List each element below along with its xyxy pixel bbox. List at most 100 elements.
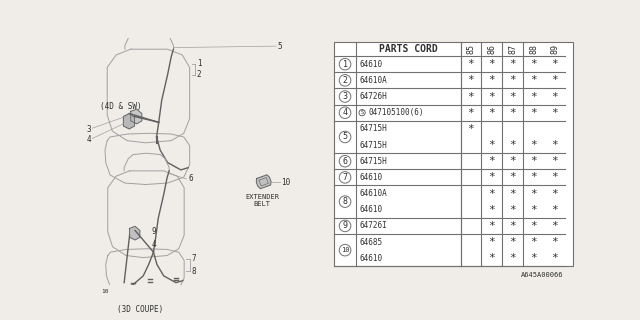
Text: (4D & SW): (4D & SW) <box>100 102 142 111</box>
Text: *: * <box>531 156 537 166</box>
Text: 64726H: 64726H <box>359 92 387 101</box>
Text: *: * <box>531 237 537 247</box>
Text: 64610: 64610 <box>359 254 382 263</box>
Text: 5: 5 <box>342 132 348 141</box>
Text: *: * <box>488 76 495 85</box>
Text: 64610A: 64610A <box>359 189 387 198</box>
Text: *: * <box>551 108 558 118</box>
Text: (3D COUPE): (3D COUPE) <box>116 305 163 314</box>
Text: 64715H: 64715H <box>359 157 387 166</box>
Text: 2: 2 <box>196 70 201 79</box>
Circle shape <box>339 220 351 232</box>
Text: *: * <box>509 108 516 118</box>
Text: 7: 7 <box>191 254 196 263</box>
Text: 2: 2 <box>342 76 348 85</box>
Text: *: * <box>468 108 474 118</box>
Text: 4: 4 <box>86 135 91 144</box>
Text: *: * <box>531 92 537 101</box>
Text: *: * <box>509 156 516 166</box>
Text: 3: 3 <box>86 125 91 134</box>
Text: 64610: 64610 <box>359 60 382 69</box>
Text: 4: 4 <box>152 240 156 249</box>
Text: *: * <box>488 59 495 69</box>
Text: *: * <box>468 124 474 134</box>
Text: *: * <box>531 205 537 215</box>
Text: 7: 7 <box>342 173 348 182</box>
Text: *: * <box>551 205 558 215</box>
Text: *: * <box>509 205 516 215</box>
Text: 64610: 64610 <box>359 205 382 214</box>
Text: 9: 9 <box>342 221 348 230</box>
Text: *: * <box>531 140 537 150</box>
Circle shape <box>339 156 351 167</box>
Polygon shape <box>131 109 142 124</box>
Bar <box>334 42 573 266</box>
Text: 64715H: 64715H <box>359 124 387 133</box>
Text: A645A00066: A645A00066 <box>521 273 564 278</box>
Text: 64726I: 64726I <box>359 221 387 230</box>
Text: S: S <box>360 110 364 115</box>
Text: *: * <box>509 76 516 85</box>
Bar <box>334 42 573 266</box>
Circle shape <box>339 244 351 256</box>
Text: *: * <box>488 253 495 263</box>
Text: *: * <box>488 205 495 215</box>
Text: *: * <box>468 76 474 85</box>
Text: 9: 9 <box>152 227 156 236</box>
Text: 64610A: 64610A <box>359 76 387 85</box>
Polygon shape <box>124 114 134 129</box>
Text: *: * <box>509 59 516 69</box>
Text: *: * <box>551 92 558 101</box>
Text: 87: 87 <box>508 44 517 54</box>
Text: *: * <box>531 172 537 182</box>
Text: *: * <box>509 253 516 263</box>
Circle shape <box>339 75 351 86</box>
Text: *: * <box>488 92 495 101</box>
Polygon shape <box>256 175 271 189</box>
Text: *: * <box>488 172 495 182</box>
Text: 5: 5 <box>278 42 282 51</box>
Circle shape <box>339 131 351 143</box>
Text: 10: 10 <box>101 289 108 294</box>
Text: *: * <box>551 59 558 69</box>
Text: 4: 4 <box>342 108 348 117</box>
Text: 047105100(6): 047105100(6) <box>368 108 424 117</box>
Text: *: * <box>551 221 558 231</box>
Text: 10: 10 <box>341 247 349 253</box>
Text: *: * <box>488 188 495 198</box>
Text: *: * <box>468 92 474 101</box>
Text: *: * <box>531 253 537 263</box>
Text: 88: 88 <box>529 44 538 54</box>
Text: *: * <box>488 140 495 150</box>
Text: 86: 86 <box>488 44 497 54</box>
Text: 85: 85 <box>467 44 476 54</box>
Text: 64685: 64685 <box>359 237 382 247</box>
Text: EXTENDER
BELT: EXTENDER BELT <box>245 194 279 207</box>
Polygon shape <box>129 227 140 240</box>
Text: *: * <box>531 221 537 231</box>
Text: *: * <box>488 221 495 231</box>
Text: *: * <box>488 156 495 166</box>
Text: *: * <box>551 172 558 182</box>
Text: *: * <box>509 221 516 231</box>
Text: PARTS CORD: PARTS CORD <box>379 44 438 54</box>
Text: 64715H: 64715H <box>359 140 387 149</box>
Circle shape <box>339 172 351 183</box>
Text: 6: 6 <box>342 157 348 166</box>
Text: *: * <box>531 76 537 85</box>
Text: 64610: 64610 <box>359 173 382 182</box>
Text: *: * <box>551 237 558 247</box>
Text: 1: 1 <box>196 59 201 68</box>
Text: *: * <box>531 108 537 118</box>
Text: 10: 10 <box>281 178 290 187</box>
Text: *: * <box>488 108 495 118</box>
Text: *: * <box>509 188 516 198</box>
Text: *: * <box>551 140 558 150</box>
Text: *: * <box>488 237 495 247</box>
Text: 3: 3 <box>342 92 348 101</box>
Text: *: * <box>551 253 558 263</box>
Text: 6: 6 <box>188 174 193 183</box>
Text: *: * <box>468 59 474 69</box>
Text: 8: 8 <box>342 197 348 206</box>
Circle shape <box>339 107 351 118</box>
